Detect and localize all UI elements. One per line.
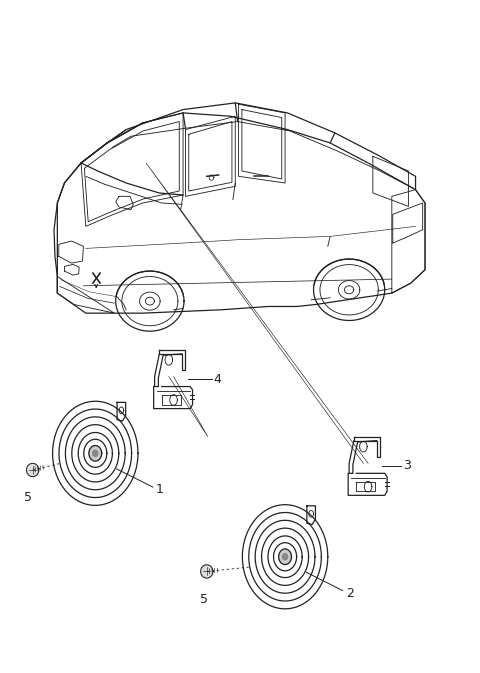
Text: 5: 5	[24, 491, 32, 504]
Text: 4: 4	[213, 373, 221, 386]
Polygon shape	[279, 549, 291, 565]
Text: 2: 2	[346, 587, 354, 600]
Text: 5: 5	[201, 593, 208, 606]
Polygon shape	[26, 463, 39, 476]
Polygon shape	[201, 565, 213, 578]
Text: 3: 3	[403, 460, 410, 472]
Text: 1: 1	[156, 483, 164, 496]
Polygon shape	[93, 450, 98, 456]
Polygon shape	[283, 554, 288, 560]
Polygon shape	[89, 446, 102, 461]
